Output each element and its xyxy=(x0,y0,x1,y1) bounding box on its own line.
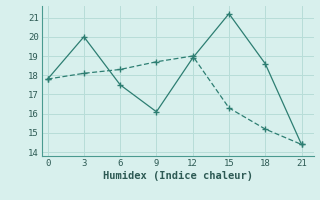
X-axis label: Humidex (Indice chaleur): Humidex (Indice chaleur) xyxy=(103,171,252,181)
